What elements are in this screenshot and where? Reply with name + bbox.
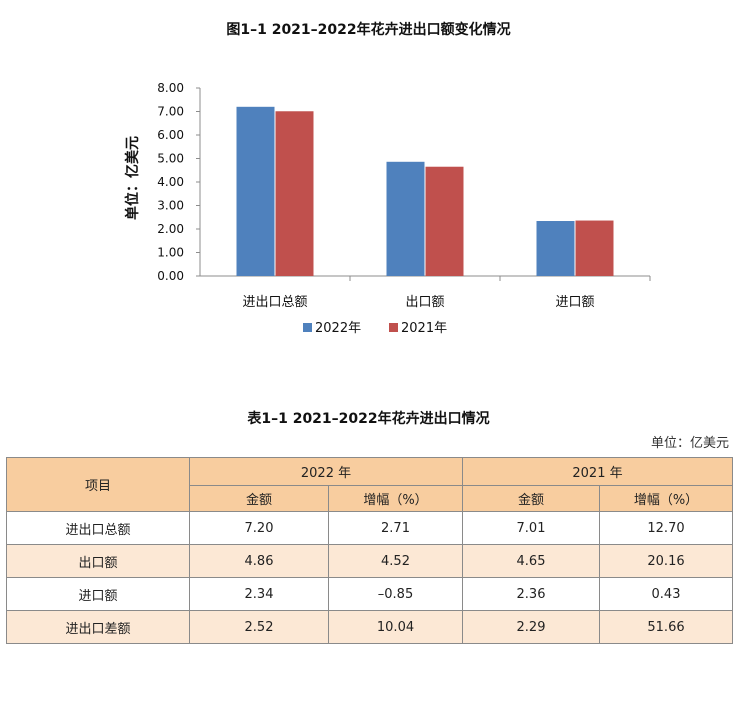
table-row: 进出口总额 7.20 2.71 7.01 12.70	[6, 511, 733, 545]
legend-swatch	[389, 323, 398, 332]
y-tick-label: 5.00	[157, 152, 184, 166]
legend-swatch	[303, 323, 312, 332]
cell-growth-2022: 4.52	[328, 544, 463, 578]
header-growth-2021: 增幅（%）	[599, 485, 733, 512]
table-header-row-years: 项目 2022 年 2021 年	[6, 457, 733, 512]
x-category-label: 进出口总额	[242, 295, 307, 310]
cell-amount-2021: 4.65	[462, 544, 600, 578]
cell-growth-2021: 12.70	[599, 511, 733, 545]
table-row: 进口额 2.34 –0.85 2.36 0.43	[6, 577, 733, 611]
cell-growth-2021: 20.16	[599, 544, 733, 578]
y-tick-label: 6.00	[157, 128, 184, 142]
cell-item: 进口额	[6, 577, 190, 611]
y-tick-label: 3.00	[157, 199, 184, 213]
bar	[425, 166, 464, 276]
y-tick-label: 7.00	[157, 105, 184, 119]
bar-chart: 0.00 1.00 2.00 3.00 4.00 5.00 6.00 7.00 8.00 进出口总…	[124, 81, 651, 336]
x-category-label: 出口额	[405, 295, 444, 310]
cell-item: 进出口总额	[6, 511, 190, 545]
legend-label: 2021年	[401, 321, 447, 336]
cell-amount-2022: 7.20	[189, 511, 329, 545]
table-row: 出口额 4.86 4.52 4.65 20.16	[6, 544, 733, 578]
y-tick-label: 1.00	[157, 246, 184, 260]
cell-growth-2022: 10.04	[328, 610, 463, 644]
header-growth-2022: 增幅（%）	[328, 485, 463, 512]
figure-title: 图1–1 2021–2022年花卉进出口额变化情况	[226, 22, 511, 38]
bar	[536, 221, 575, 276]
cell-amount-2021: 7.01	[462, 511, 600, 545]
cell-amount-2021: 2.29	[462, 610, 600, 644]
cell-growth-2022: 2.71	[328, 511, 463, 545]
y-tick-label: 0.00	[157, 269, 184, 283]
table-row: 进出口差额 2.52 10.04 2.29 51.66	[6, 610, 733, 644]
bar	[386, 161, 425, 276]
header-amount-2022: 金额	[189, 485, 329, 512]
bar	[236, 106, 275, 276]
import-export-table: 项目 2022 年 2021 年 金额 增幅（%） 金额 增幅（%） 进出口总额…	[6, 457, 733, 644]
table-header-row-fields: 金额 增幅（%） 金额 增幅（%）	[7, 485, 733, 512]
y-axis-label: 单位：亿美元	[124, 136, 141, 220]
header-year-2022: 2022 年	[189, 457, 463, 486]
header-amount-2021: 金额	[462, 485, 600, 512]
cell-item: 进出口差额	[6, 610, 190, 644]
y-tick-label: 2.00	[157, 222, 184, 236]
cell-item: 出口额	[6, 544, 190, 578]
cell-growth-2021: 0.43	[599, 577, 733, 611]
header-item: 项目	[6, 457, 190, 512]
cell-amount-2022: 2.52	[189, 610, 329, 644]
cell-growth-2021: 51.66	[599, 610, 733, 644]
header-year-2021: 2021 年	[462, 457, 733, 486]
y-tick-label: 8.00	[157, 81, 184, 95]
cell-amount-2021: 2.36	[462, 577, 600, 611]
x-category-label: 进口额	[555, 295, 594, 310]
cell-amount-2022: 4.86	[189, 544, 329, 578]
legend-label: 2022年	[315, 321, 361, 336]
table-title: 表1–1 2021–2022年花卉进出口情况	[247, 411, 490, 427]
bar	[575, 220, 614, 276]
cell-growth-2022: –0.85	[328, 577, 463, 611]
y-tick-label: 4.00	[157, 175, 184, 189]
cell-amount-2022: 2.34	[189, 577, 329, 611]
table-unit: 单位：亿美元	[650, 436, 729, 451]
bar	[275, 111, 314, 276]
